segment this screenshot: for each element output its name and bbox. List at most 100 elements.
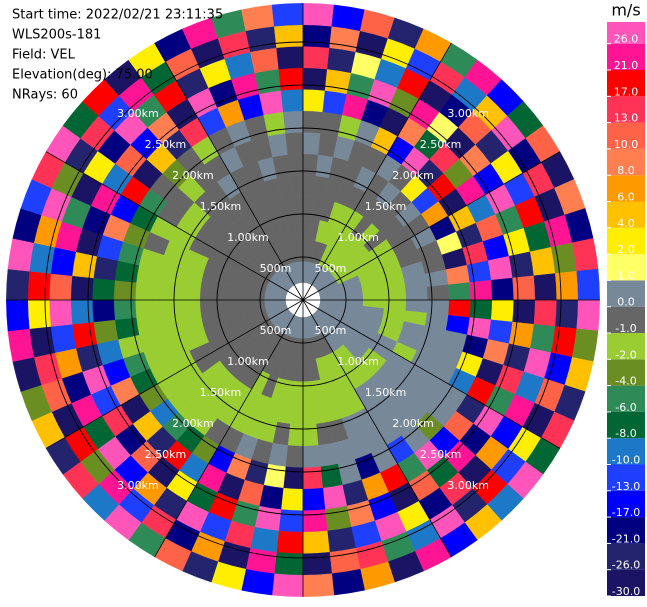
gate-cell <box>241 4 275 32</box>
info-line: Field: VEL <box>12 48 76 63</box>
colorbar-label: 8.0 <box>617 164 635 177</box>
gate-cell <box>302 530 330 554</box>
colorbar-bin <box>607 517 645 544</box>
gate-cell <box>271 3 304 27</box>
colorbar-label: -13.0 <box>612 480 640 493</box>
colorbar-bin <box>607 385 645 412</box>
gate-cell <box>70 299 94 325</box>
range-label: 1.00km <box>227 231 269 244</box>
colorbar-bin <box>607 148 645 176</box>
range-label: 2.50km <box>145 448 187 461</box>
gate-cell <box>289 175 304 198</box>
gate-cell <box>254 505 282 532</box>
info-line: Elevation(deg): 75.00 <box>12 68 153 83</box>
range-label: 1.00km <box>227 355 269 368</box>
colorbar-label: 17.0 <box>614 85 639 98</box>
colorbar-bin <box>607 411 645 439</box>
colorbar-label: 13.0 <box>614 112 639 125</box>
gate-cell <box>285 132 304 155</box>
gate-cell <box>250 47 279 74</box>
colorbar-label: 0.0 <box>617 296 635 309</box>
gate-cell <box>27 271 51 301</box>
colorbar-label: -10.0 <box>612 454 640 467</box>
range-label: 1.00km <box>337 231 379 244</box>
gate-cell <box>490 277 514 301</box>
colorbar-label: -8.0 <box>615 427 636 440</box>
range-label: 2.00km <box>392 417 434 430</box>
colorbar-bin <box>607 438 645 465</box>
colorbar-label: -17.0 <box>612 506 640 519</box>
gate-cell <box>7 238 35 272</box>
gate-cell <box>241 568 275 596</box>
gate-cell <box>274 24 304 48</box>
gate-cell <box>280 487 304 511</box>
gate-cell <box>555 271 579 301</box>
colorbar-bin <box>607 43 645 70</box>
colorbar-bin <box>607 70 645 97</box>
colorbar-label: 4.0 <box>617 217 635 230</box>
gate-cell <box>27 299 51 329</box>
gate-cell <box>302 46 330 70</box>
gate-cell <box>92 299 116 323</box>
colorbar-label: 26.0 <box>614 33 639 46</box>
gate-cell <box>448 282 471 301</box>
gate-cell <box>329 26 361 53</box>
gate-cell <box>302 67 328 91</box>
gate-cell <box>135 282 158 301</box>
colorbar-bin <box>607 543 645 570</box>
gate-cell <box>571 328 599 362</box>
gate-cell <box>331 4 365 32</box>
gate-cell <box>426 299 450 316</box>
colorbar-bin <box>607 22 645 44</box>
gate-cell <box>302 487 326 511</box>
gate-cell <box>70 275 94 301</box>
gate-cell <box>178 299 201 314</box>
gate-cell <box>276 530 304 554</box>
gate-cell <box>426 284 450 301</box>
gate-cell <box>283 110 304 134</box>
gate-cell <box>555 299 579 329</box>
gate-cell <box>324 505 352 532</box>
gate-cell <box>405 286 428 301</box>
colorbar-bin <box>607 569 645 596</box>
gate-cell <box>576 268 600 301</box>
range-label: 2.50km <box>420 138 462 151</box>
colorbar-label: -6.0 <box>615 401 636 414</box>
gate-cell <box>29 242 56 274</box>
gate-cell <box>533 299 557 327</box>
gate-cell <box>327 47 356 74</box>
gate-cell <box>322 484 348 510</box>
gate-cell <box>250 526 279 553</box>
range-label: 500m <box>315 262 347 275</box>
gate-cell <box>283 466 304 490</box>
info-line: NRays: 60 <box>12 88 78 103</box>
range-label: 2.00km <box>172 169 214 182</box>
colorbar-bin <box>607 306 645 333</box>
info-line: WLS200s-181 <box>12 28 101 43</box>
range-label: 2.00km <box>392 169 434 182</box>
gate-cell <box>49 273 73 301</box>
range-ring <box>259 256 347 344</box>
gate-cell <box>113 299 137 320</box>
gate-cell <box>71 321 98 349</box>
range-label: 3.00km <box>117 479 159 492</box>
gate-cell <box>49 299 73 327</box>
colorbar-label: 21.0 <box>614 59 639 72</box>
gate-cell <box>50 247 77 276</box>
gate-cell <box>92 277 116 301</box>
gate-cell <box>7 328 35 362</box>
gate-cell <box>512 275 536 301</box>
gate-cell <box>327 526 356 553</box>
gate-cell <box>508 251 535 279</box>
colorbar-bin <box>607 359 645 386</box>
gate-cell <box>331 568 365 596</box>
colorbar-bin <box>607 490 645 518</box>
gate-cell <box>6 299 30 332</box>
gate-cell <box>156 284 180 301</box>
range-label: 1.50km <box>200 200 242 213</box>
spoke <box>302 151 561 301</box>
range-label: 1.50km <box>200 386 242 399</box>
gate-cell <box>508 321 535 349</box>
gate-cell <box>302 110 323 134</box>
gate-cell <box>571 238 599 272</box>
